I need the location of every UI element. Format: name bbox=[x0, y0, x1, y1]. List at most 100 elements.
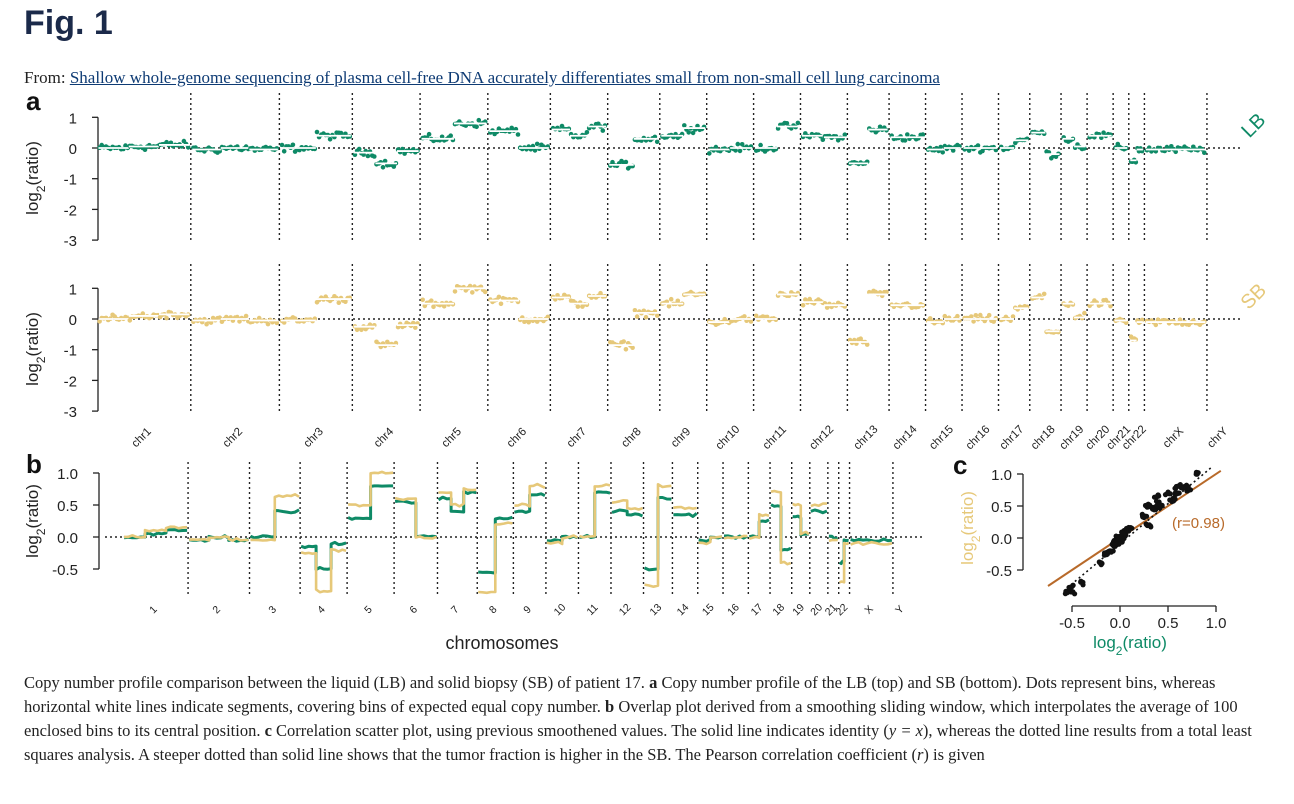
caption-formula: y = x bbox=[888, 721, 923, 740]
chromosome-label: chrY bbox=[1205, 425, 1230, 450]
b-chromosome-label: 4 bbox=[315, 603, 328, 616]
b-chromosome-label: 22 bbox=[834, 601, 851, 618]
sb-bin-point bbox=[654, 313, 660, 318]
sb-y-tick-label: -2 bbox=[64, 373, 77, 390]
article-title-link[interactable]: Shallow whole-genome sequencing of plasm… bbox=[69, 68, 940, 87]
lb-bin-point bbox=[1101, 130, 1106, 135]
lb-bin-point bbox=[1202, 150, 1207, 155]
lb-bin-point bbox=[372, 154, 377, 159]
b-y-axis-label: log2(ratio) bbox=[23, 484, 48, 558]
sb-bin-point bbox=[971, 319, 976, 324]
lb-y-tick-label: 0 bbox=[69, 141, 77, 158]
b-chromosome-label: 9 bbox=[521, 603, 534, 616]
sb-bin-point bbox=[973, 313, 979, 318]
sb-bin-point bbox=[764, 314, 770, 320]
chromosome-label: chr17 bbox=[998, 423, 1027, 452]
b-chromosome-label: 3 bbox=[266, 603, 279, 616]
caption-r-symbol: r bbox=[916, 745, 924, 764]
b-chromosome-label: Y bbox=[893, 603, 906, 616]
lb-bin-point bbox=[795, 120, 801, 126]
correlation-point bbox=[1151, 507, 1157, 513]
sb-bin-point bbox=[336, 300, 342, 306]
b-chromosome-label: 15 bbox=[700, 601, 717, 618]
correlation-point bbox=[1072, 591, 1078, 597]
chromosome-label: chr16 bbox=[964, 423, 993, 452]
c-y-tick-label: 1.0 bbox=[991, 467, 1012, 484]
lb-bin-point bbox=[426, 131, 432, 137]
source-line: From: Shallow whole-genome sequencing of… bbox=[24, 68, 940, 88]
lb-bin-point bbox=[290, 142, 296, 148]
lb-bin-point bbox=[365, 153, 371, 159]
correlation-point bbox=[1157, 502, 1163, 508]
sb-bin-point bbox=[641, 308, 647, 314]
lb-bin-point bbox=[707, 151, 712, 156]
sb-bin-point bbox=[265, 321, 271, 327]
correlation-point bbox=[1111, 542, 1118, 548]
sb-bin-point bbox=[237, 319, 242, 324]
sb-bin-point bbox=[410, 320, 416, 326]
lb-bin-point bbox=[733, 148, 738, 153]
sb-bin-point bbox=[668, 296, 674, 302]
b-chromosome-label: 13 bbox=[647, 601, 664, 618]
correlation-point bbox=[1144, 513, 1150, 519]
c-y-tick-label: 0.0 bbox=[991, 531, 1012, 548]
panel-a-label: a bbox=[26, 88, 41, 116]
correlation-point bbox=[1078, 579, 1084, 585]
correlation-point bbox=[1146, 522, 1152, 528]
lb-bin-point bbox=[654, 139, 660, 144]
chromosome-label: chr5 bbox=[440, 426, 464, 450]
lb-bin-point bbox=[168, 140, 174, 146]
sb-bin-point bbox=[545, 314, 551, 320]
sb-bin-point bbox=[634, 314, 640, 319]
chromosome-label: chr4 bbox=[372, 425, 397, 450]
sb-bin-point bbox=[858, 336, 863, 342]
sb-bin-point bbox=[164, 315, 169, 321]
lb-bin-point bbox=[356, 146, 362, 152]
lb-bin-point bbox=[966, 148, 972, 153]
b-chromosome-label: 11 bbox=[584, 602, 600, 618]
chromosome-label: chr7 bbox=[565, 426, 589, 450]
lb-bin-point bbox=[534, 141, 540, 147]
chromosome-label: chr11 bbox=[761, 424, 789, 452]
sb-bin-point bbox=[800, 303, 806, 308]
sb-bin-point bbox=[643, 314, 649, 320]
sb-bin-point bbox=[978, 312, 983, 318]
sb-bin-point bbox=[753, 313, 759, 319]
correlation-point bbox=[1126, 528, 1132, 534]
correlation-point bbox=[1140, 514, 1146, 520]
lb-bin-point bbox=[980, 148, 985, 154]
sb-bin-point bbox=[884, 289, 889, 295]
sb-bin-point bbox=[496, 294, 502, 300]
lb-y-tick-label: -3 bbox=[64, 233, 77, 250]
sb-bin-point bbox=[991, 319, 996, 324]
lb-bin-point bbox=[950, 148, 956, 153]
lb-bin-point bbox=[448, 133, 454, 138]
correlation-point bbox=[1174, 491, 1180, 497]
b-y-tick-label: -0.5 bbox=[52, 562, 78, 579]
b-chromosome-label: 8 bbox=[487, 603, 500, 616]
c-y-tick-label: 0.5 bbox=[991, 499, 1012, 516]
lb-bin-point bbox=[686, 130, 691, 135]
c-x-tick-label: -0.5 bbox=[1059, 615, 1085, 632]
b-chromosome-label: 14 bbox=[675, 601, 692, 618]
correlation-point bbox=[1066, 584, 1072, 591]
panel-b-label: b bbox=[26, 449, 42, 479]
tls-fit-line bbox=[1066, 466, 1212, 589]
sb-series-label: SB bbox=[1237, 280, 1271, 314]
sb-smoothed-line bbox=[124, 470, 893, 595]
sb-bin-point bbox=[1082, 310, 1087, 316]
correlation-point bbox=[1101, 550, 1108, 556]
lb-bin-point bbox=[735, 141, 741, 147]
lb-bin-point bbox=[682, 123, 687, 128]
correlation-point bbox=[1173, 484, 1179, 490]
lb-bin-point bbox=[690, 130, 696, 136]
chromosome-label: chrX bbox=[1161, 425, 1186, 450]
lb-bin-point bbox=[380, 165, 386, 170]
lb-y-axis-label: log2(ratio) bbox=[23, 141, 48, 215]
sb-bin-point bbox=[666, 304, 672, 309]
lb-bin-point bbox=[975, 143, 981, 148]
sb-bin-point bbox=[675, 298, 681, 304]
lb-bin-point bbox=[476, 117, 482, 123]
sb-bin-point bbox=[243, 313, 249, 319]
chromosome-label: chr12 bbox=[807, 423, 836, 452]
